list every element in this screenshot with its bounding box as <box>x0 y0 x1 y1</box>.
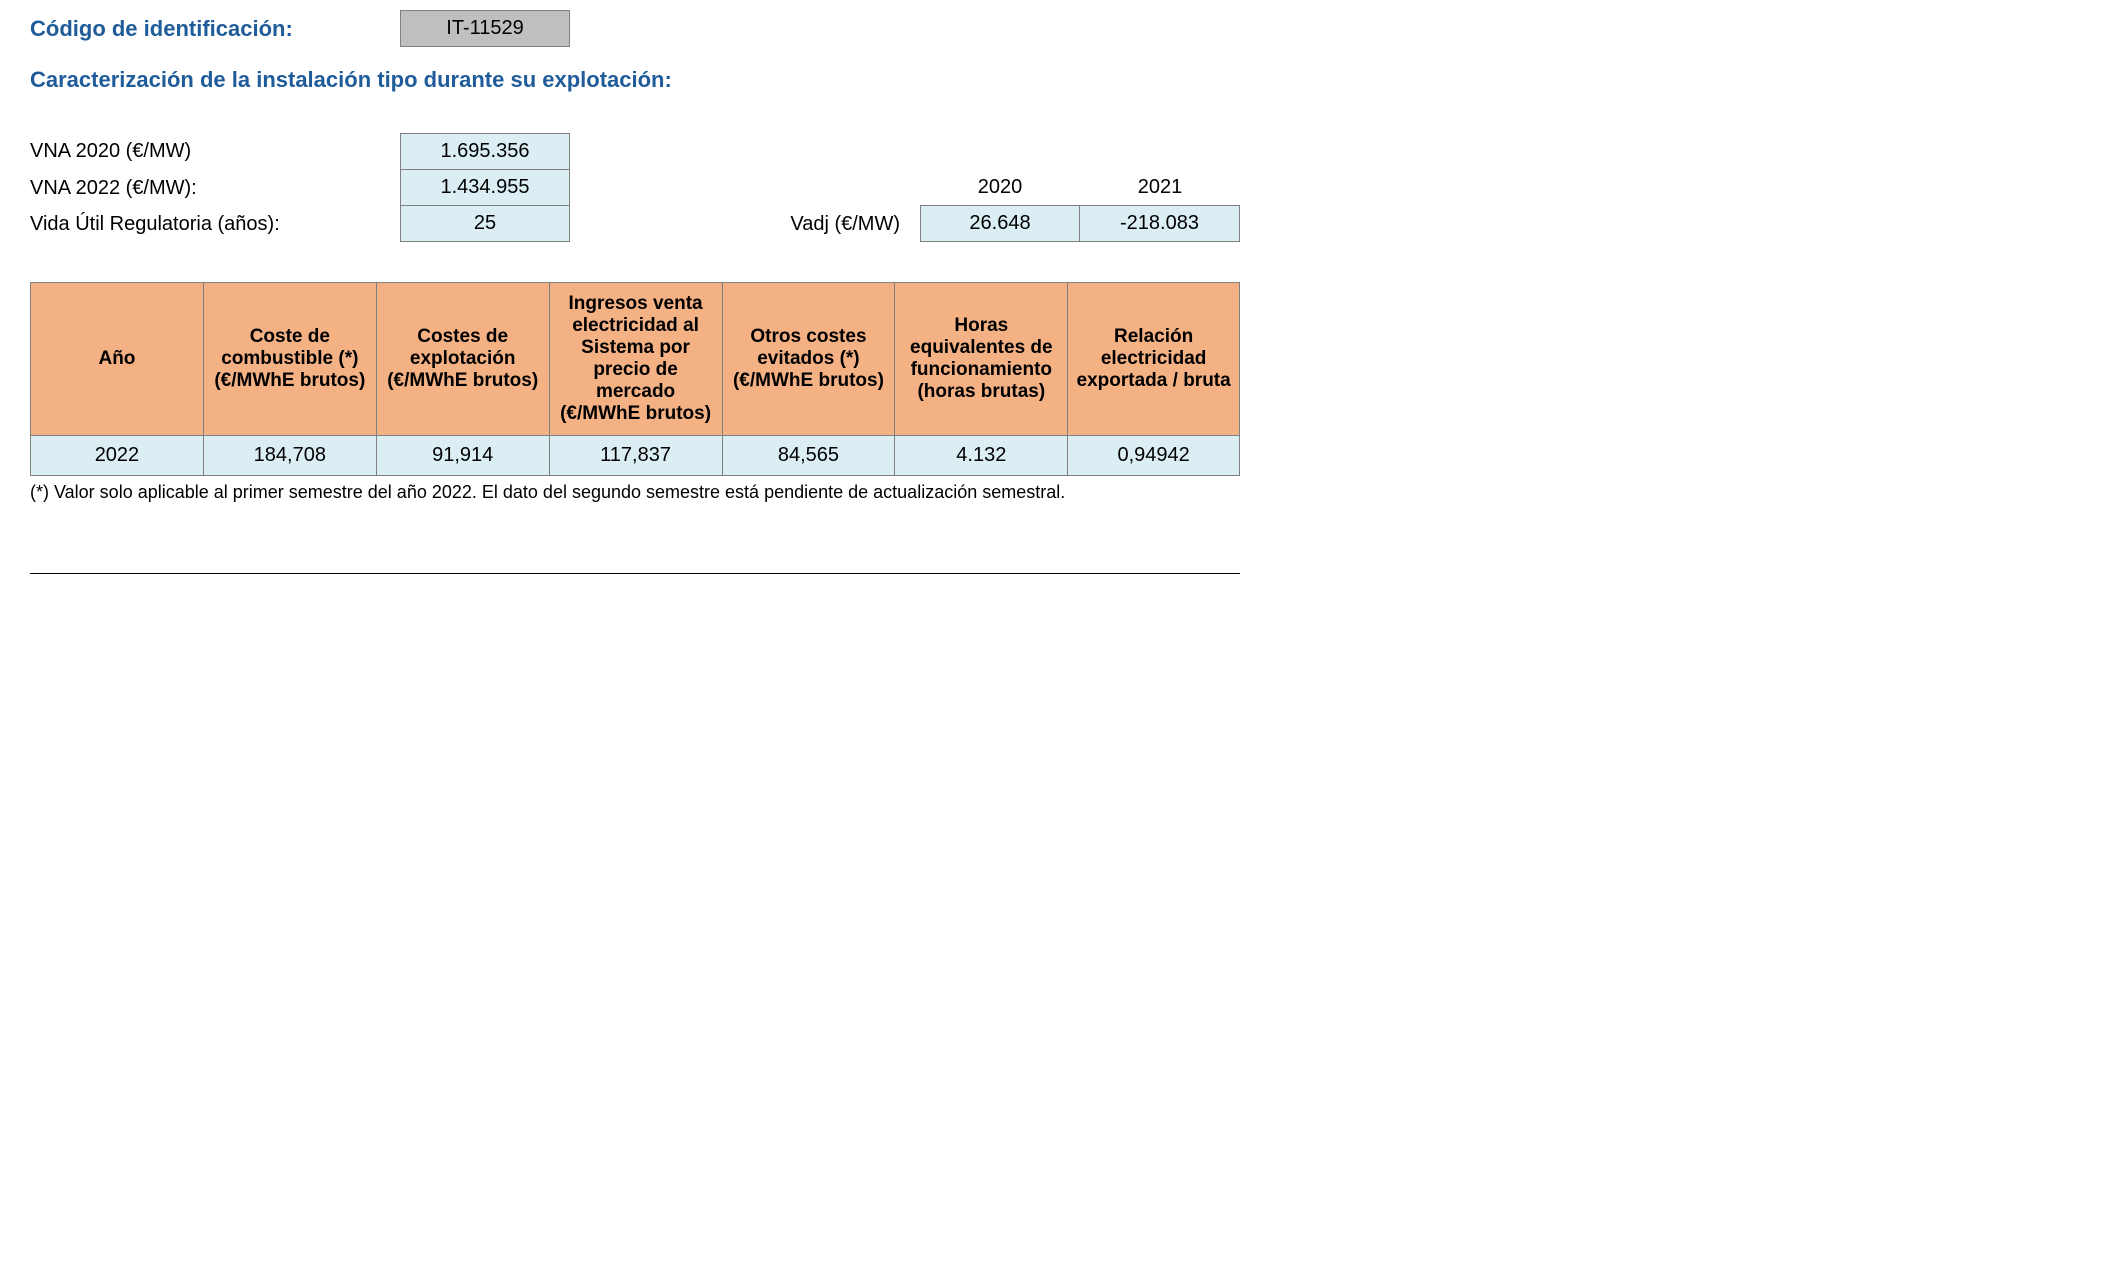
table-header-row: Año Coste de combustible (*) (€/MWhE bru… <box>31 283 1240 436</box>
vadj-section: Vadj (€/MW) 2020 26.648 2021 -218.083 <box>790 170 1240 242</box>
cell-costes-explotacion: 91,914 <box>376 436 549 476</box>
vadj-year-1: 2021 <box>1080 170 1240 205</box>
id-label: Código de identificación: <box>30 16 400 42</box>
vida-row: Vida Útil Regulatoria (años): 25 <box>30 206 570 242</box>
col-relacion: Relación electricidad exportada / bruta <box>1068 283 1240 436</box>
col-horas: Horas equivalentes de funcionamiento (ho… <box>895 283 1068 436</box>
params-section: VNA 2020 (€/MW) 1.695.356 VNA 2022 (€/MW… <box>30 133 1240 242</box>
col-ingresos: Ingresos venta electricidad al Sistema p… <box>549 283 722 436</box>
id-value-box: IT-11529 <box>400 10 570 47</box>
cell-horas: 4.132 <box>895 436 1068 476</box>
vna2020-value: 1.695.356 <box>400 133 570 170</box>
footnote: (*) Valor solo aplicable al primer semes… <box>30 482 2096 503</box>
cell-otros-costes: 84,565 <box>722 436 895 476</box>
param-table: VNA 2020 (€/MW) 1.695.356 VNA 2022 (€/MW… <box>30 133 570 242</box>
col-coste-combustible: Coste de combustible (*) (€/MWhE brutos) <box>203 283 376 436</box>
main-table: Año Coste de combustible (*) (€/MWhE bru… <box>30 282 1240 476</box>
cell-ingresos: 117,837 <box>549 436 722 476</box>
cell-ano: 2022 <box>31 436 204 476</box>
vna2020-row: VNA 2020 (€/MW) 1.695.356 <box>30 133 570 170</box>
vna2022-label: VNA 2022 (€/MW): <box>30 170 400 206</box>
cell-relacion: 0,94942 <box>1068 436 1240 476</box>
id-row: Código de identificación: IT-11529 <box>30 10 2096 47</box>
vida-value: 25 <box>400 206 570 242</box>
subtitle: Caracterización de la instalación tipo d… <box>30 67 2096 93</box>
vadj-year-0: 2020 <box>920 170 1080 205</box>
vadj-value-1: -218.083 <box>1080 205 1240 242</box>
vadj-value-0: 26.648 <box>920 205 1080 242</box>
vna2020-label: VNA 2020 (€/MW) <box>30 133 400 170</box>
vadj-col-2021: 2021 -218.083 <box>1080 170 1240 242</box>
cell-coste-combustible: 184,708 <box>203 436 376 476</box>
vna2022-value: 1.434.955 <box>400 170 570 206</box>
vna2022-row: VNA 2022 (€/MW): 1.434.955 <box>30 170 570 206</box>
col-costes-explotacion: Costes de explotación (€/MWhE brutos) <box>376 283 549 436</box>
vida-label: Vida Útil Regulatoria (años): <box>30 206 400 242</box>
table-row: 2022 184,708 91,914 117,837 84,565 4.132… <box>31 436 1240 476</box>
divider <box>30 573 1240 574</box>
col-otros-costes: Otros costes evitados (*) (€/MWhE brutos… <box>722 283 895 436</box>
vadj-col-2020: 2020 26.648 <box>920 170 1080 242</box>
vadj-label: Vadj (€/MW) <box>790 207 920 242</box>
col-ano: Año <box>31 283 204 436</box>
